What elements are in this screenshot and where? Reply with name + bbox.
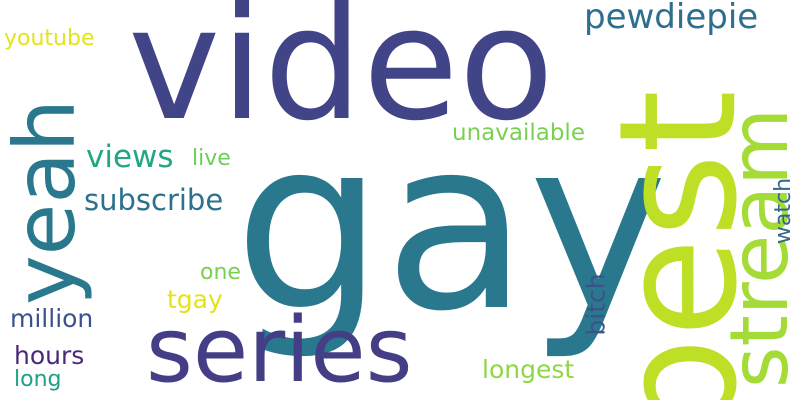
word-live: live (192, 146, 231, 171)
word-bitch: bitch (581, 273, 611, 336)
word-series: series (146, 298, 413, 400)
word-youtube: youtube (4, 26, 95, 51)
word-yeah: yeah (0, 98, 95, 306)
word-long: long (14, 367, 62, 392)
word-watch: watch (771, 177, 797, 245)
word-hours: hours (14, 341, 85, 370)
word-gay: gay (234, 88, 669, 363)
word-unavailable: unavailable (452, 120, 585, 146)
word-one: one (200, 260, 241, 285)
word-tgay: tgay (167, 285, 223, 314)
word-pewdiepie: pewdiepie (584, 0, 759, 37)
word-longest: longest (482, 355, 575, 384)
word-stream: stream (713, 107, 800, 389)
word-video: video (128, 0, 555, 155)
word-million: million (10, 304, 94, 333)
word-subscribe: subscribe (84, 183, 224, 217)
word-views: views (86, 139, 174, 175)
